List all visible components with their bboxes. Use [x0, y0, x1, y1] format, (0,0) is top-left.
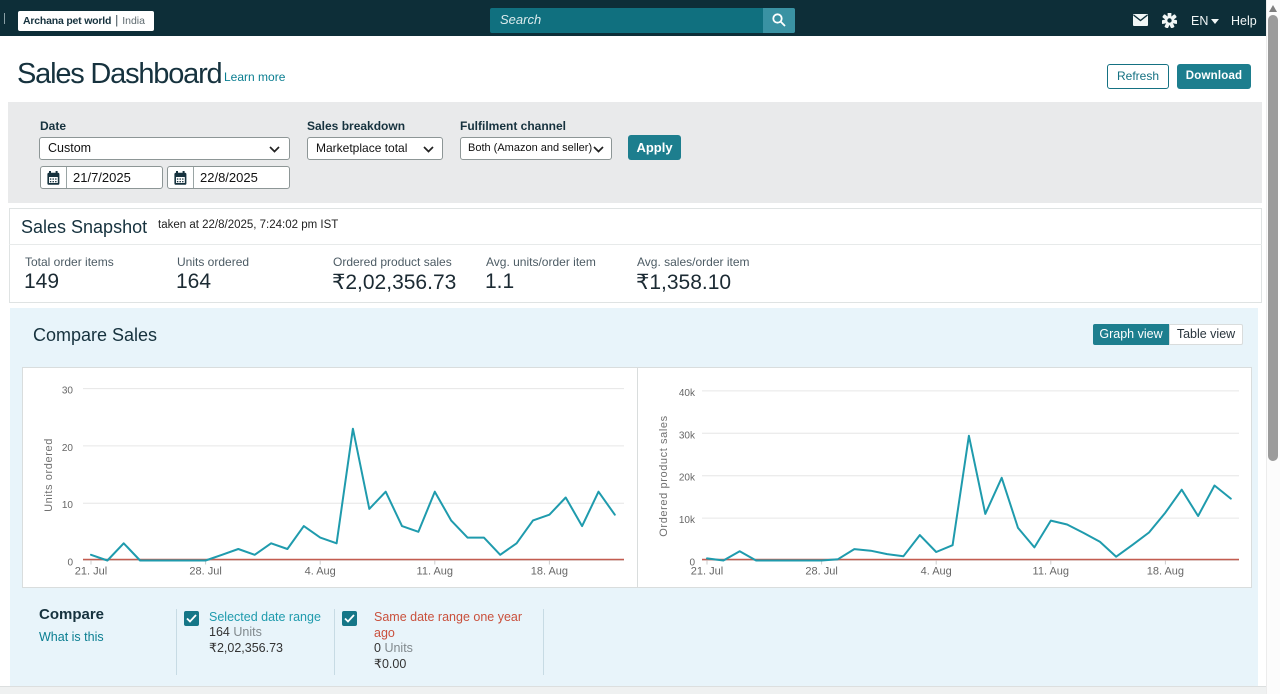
svg-text:28. Jul: 28. Jul — [189, 566, 221, 578]
svg-text:4. Aug: 4. Aug — [305, 566, 336, 578]
svg-text:0: 0 — [67, 558, 73, 569]
svg-text:11. Aug: 11. Aug — [417, 566, 454, 578]
svg-text:20: 20 — [62, 443, 74, 454]
svg-text:Units ordered: Units ordered — [43, 438, 55, 512]
svg-text:18. Aug: 18. Aug — [531, 566, 568, 578]
svg-text:11. Aug: 11. Aug — [1033, 566, 1070, 578]
svg-text:40k: 40k — [679, 388, 696, 399]
svg-text:18. Aug: 18. Aug — [1147, 566, 1184, 578]
svg-text:21. Jul: 21. Jul — [75, 566, 107, 578]
svg-text:20k: 20k — [679, 473, 696, 484]
svg-text:21. Jul: 21. Jul — [691, 566, 723, 578]
svg-text:28. Jul: 28. Jul — [805, 566, 837, 578]
svg-text:Ordered product sales: Ordered product sales — [658, 415, 670, 536]
svg-text:10: 10 — [62, 500, 74, 511]
svg-text:30k: 30k — [679, 430, 696, 441]
svg-text:10k: 10k — [679, 515, 696, 526]
svg-text:0: 0 — [689, 558, 695, 569]
svg-text:4. Aug: 4. Aug — [921, 566, 952, 578]
svg-text:30: 30 — [62, 386, 74, 397]
